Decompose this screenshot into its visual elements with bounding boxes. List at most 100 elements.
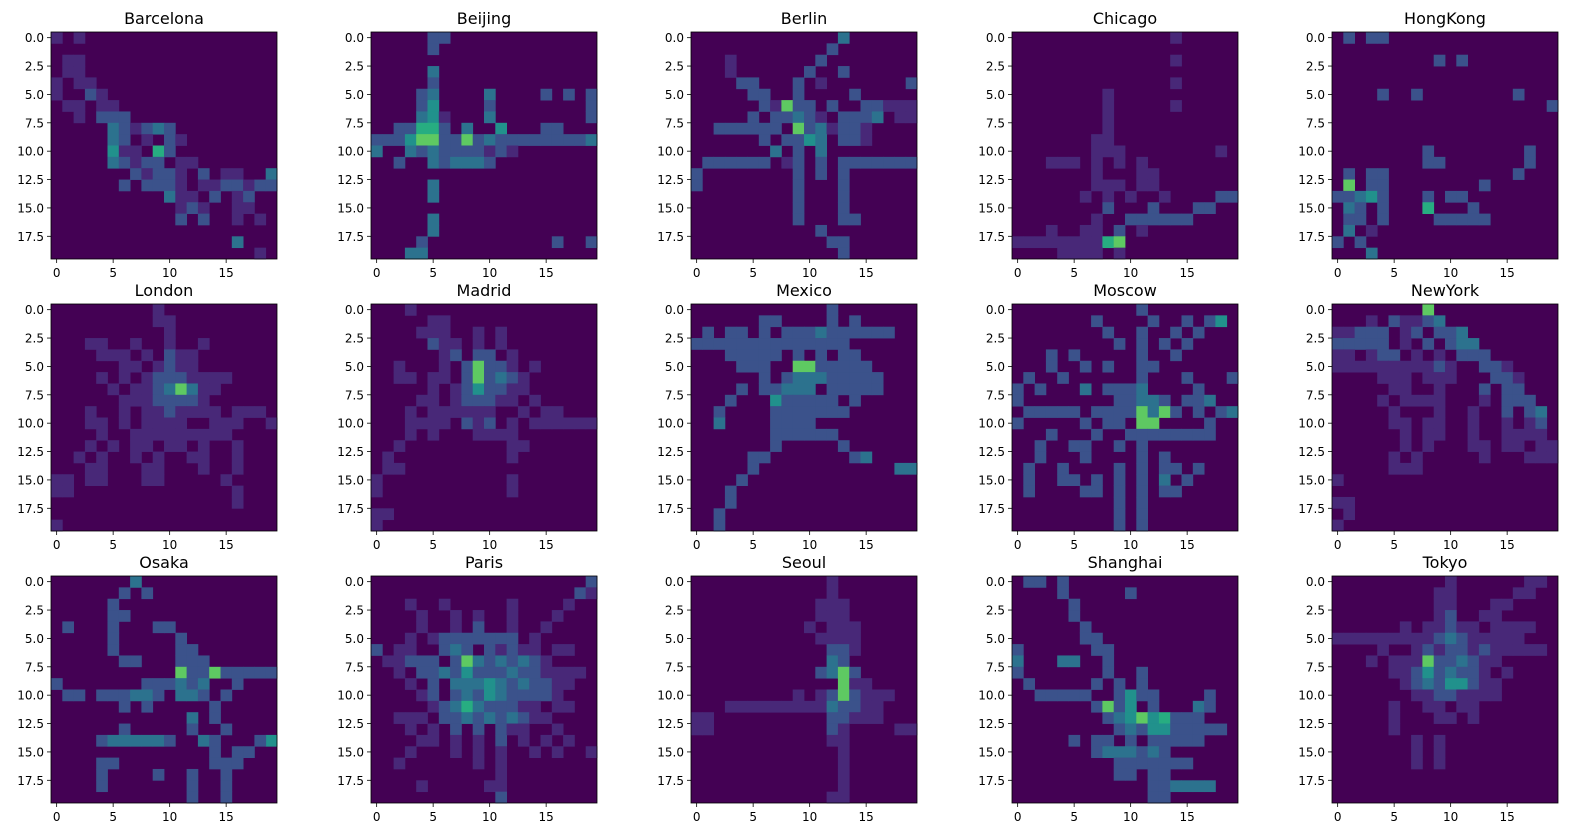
heatmap-cell: [107, 349, 120, 362]
heatmap-cell: [815, 156, 827, 169]
heatmap-cell: [141, 179, 154, 192]
heatmap-cell: [1422, 678, 1435, 690]
heatmap-cell: [265, 734, 278, 747]
heatmap-cell: [1377, 213, 1389, 226]
heatmap-cell: [1136, 372, 1148, 384]
heatmap-cell: [197, 372, 210, 384]
heatmap-cell: [1136, 723, 1148, 736]
heatmap-cell: [1524, 428, 1536, 441]
heatmap-cell: [1445, 689, 1457, 702]
heatmap-cell: [1068, 406, 1081, 418]
heatmap-cell: [585, 236, 598, 249]
heatmap-cell: [792, 406, 805, 418]
heatmap-cell: [1057, 406, 1069, 418]
heatmap-cell: [1388, 632, 1401, 645]
heatmap-cell: [495, 734, 507, 747]
heatmap-cell: [220, 179, 233, 192]
heatmap-cell: [1377, 190, 1389, 203]
heatmap-cell: [118, 360, 131, 373]
heatmap-cell: [62, 689, 74, 702]
heatmap-cell: [883, 156, 895, 169]
heatmap-cell: [416, 610, 428, 622]
heatmap-cell: [837, 326, 850, 339]
heatmap-cell: [1079, 224, 1092, 237]
heatmap-cell: [96, 734, 108, 747]
heatmap-cell: [484, 88, 496, 101]
heatmap-cell: [1422, 689, 1435, 702]
heatmap-cell: [1445, 621, 1457, 634]
heatmap-cell: [849, 621, 861, 634]
heatmap-cell: [209, 734, 221, 747]
heatmap-cell: [826, 644, 839, 656]
heatmap-cell: [1023, 462, 1035, 475]
heatmap-cell: [849, 372, 861, 384]
heatmap-cell: [837, 780, 850, 793]
heatmap-cell: [1354, 338, 1367, 350]
heatmap-cell: [826, 315, 839, 328]
heatmap-cell: [1136, 406, 1148, 418]
heatmap-cell: [747, 111, 760, 124]
x-tick-label: 15: [1180, 810, 1195, 824]
heatmap-cell: [1136, 746, 1148, 758]
heatmap-cell: [736, 474, 748, 486]
heatmap-cell: [551, 417, 564, 430]
heatmap-cell: [416, 145, 428, 158]
heatmap-cell: [781, 134, 794, 146]
x-tick-label: 0: [53, 810, 61, 824]
y-tick-label: 7.5: [345, 388, 364, 402]
heatmap-cell: [220, 666, 233, 679]
heatmap-cell: [1102, 746, 1115, 758]
heatmap-cell: [1411, 734, 1423, 747]
heatmap-cell: [472, 417, 485, 430]
heatmap-cell: [529, 655, 541, 668]
heatmap-cell: [484, 134, 496, 146]
x-tick-label: 0: [1014, 538, 1022, 552]
heatmap-cell: [427, 655, 440, 668]
x-tick-label: 0: [693, 266, 701, 280]
heatmap-cell: [472, 723, 485, 736]
heatmap-cell: [849, 632, 861, 645]
heatmap-cell: [815, 338, 827, 350]
heatmap-cell: [141, 372, 154, 384]
y-tick-label: 10.0: [657, 689, 684, 703]
panel-title: Chicago: [1093, 9, 1157, 28]
heatmap-cell: [747, 360, 760, 373]
heatmap-cell: [849, 451, 861, 464]
heatmap-cell: [1433, 632, 1446, 645]
heatmap-cell: [84, 77, 97, 90]
heatmap-cell: [450, 632, 462, 645]
heatmap-cell: [1012, 417, 1024, 430]
heatmap-cell: [747, 349, 760, 362]
y-tick-label: 5.0: [665, 360, 684, 374]
heatmap-cell: [1433, 383, 1446, 396]
heatmap-cell: [1147, 791, 1160, 804]
heatmap-cell: [393, 122, 406, 135]
heatmap-cell: [186, 780, 199, 793]
heatmap-cell: [1422, 156, 1435, 169]
x-tick-label: 0: [693, 810, 701, 824]
x-tick-label: 10: [482, 810, 497, 824]
heatmap-cell: [1433, 598, 1446, 611]
heatmap-cell: [416, 689, 428, 702]
heatmap-cell: [702, 712, 714, 724]
heatmap-cell: [804, 428, 816, 441]
heatmap-cell: [450, 145, 462, 158]
heatmap-cell: [152, 678, 165, 690]
heatmap-cell: [1136, 451, 1148, 464]
heatmap-cell: [1113, 757, 1126, 770]
heatmap-cell: [574, 417, 587, 430]
heatmap-cell: [1045, 156, 1058, 169]
heatmap-cell: [905, 100, 918, 112]
heatmap-cell: [1102, 406, 1115, 418]
heatmap-cell: [860, 678, 873, 690]
heatmap-cell: [404, 678, 417, 690]
heatmap-cell: [1113, 406, 1126, 418]
heatmap-cell: [815, 700, 827, 713]
heatmap-cell: [1045, 236, 1058, 249]
heatmap-cell: [1147, 768, 1160, 781]
x-tick-label: 10: [1123, 810, 1138, 824]
heatmap-cell: [96, 780, 108, 793]
heatmap-cell: [1136, 213, 1148, 226]
heatmap-cell: [826, 734, 839, 747]
heatmap-cell: [209, 406, 221, 418]
